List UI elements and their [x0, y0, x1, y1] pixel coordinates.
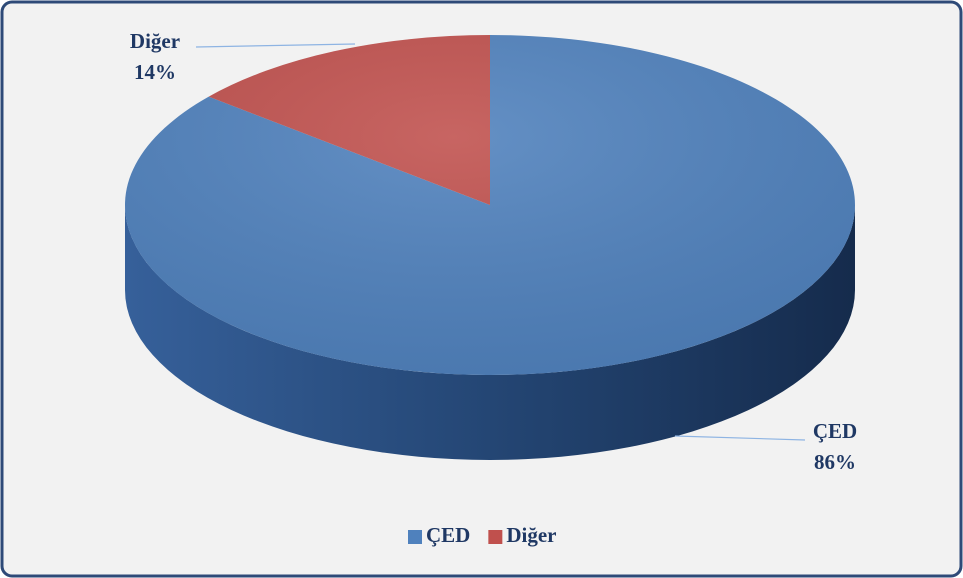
data-label-category: Diğer — [130, 29, 180, 53]
legend-label: ÇED — [426, 523, 470, 547]
pie-shade — [125, 35, 855, 375]
data-label-value: 14% — [134, 60, 176, 84]
leader-line — [195, 43, 356, 48]
legend-swatch — [488, 530, 503, 544]
data-label-value: 86% — [814, 450, 856, 474]
legend-swatch — [408, 530, 422, 544]
leader-line — [674, 435, 806, 441]
data-label-category: ÇED — [813, 419, 857, 443]
pie-side — [125, 205, 855, 460]
legend-label: Diğer — [506, 523, 556, 547]
